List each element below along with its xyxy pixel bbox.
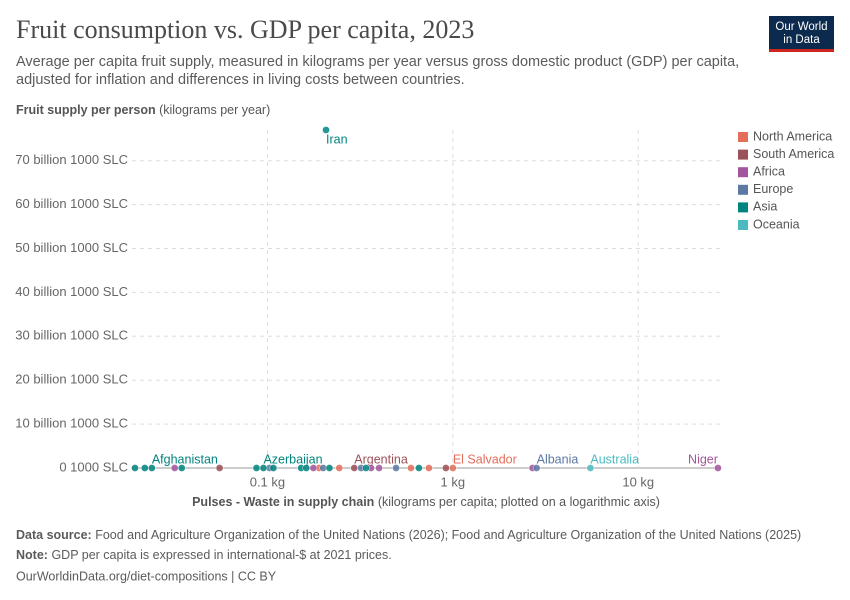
legend-label: South America bbox=[753, 147, 834, 161]
x-axis-label: Pulses - Waste in supply chain (kilogram… bbox=[192, 495, 660, 509]
y-axis-unit: (kilograms per year) bbox=[159, 103, 270, 117]
y-tick-label: 0 1000 SLC bbox=[59, 459, 128, 474]
legend-label: Oceania bbox=[753, 217, 800, 231]
logo-box[interactable] bbox=[769, 16, 834, 52]
legend-label: Asia bbox=[753, 200, 777, 214]
note-label: Note: bbox=[16, 548, 48, 562]
point bbox=[322, 126, 330, 134]
source-label: Data source: bbox=[16, 528, 92, 542]
point bbox=[325, 464, 334, 472]
point bbox=[532, 464, 541, 472]
subtitle: adjusted for inflation and differences i… bbox=[16, 72, 465, 88]
legend-label: North America bbox=[753, 129, 832, 143]
point-label: El Salvador bbox=[453, 452, 517, 466]
point bbox=[140, 464, 149, 472]
chart-title: Fruit consumption vs. GDP per capita, 20… bbox=[16, 15, 474, 44]
point-label: Afghanistan bbox=[152, 452, 218, 466]
point-label: Albania bbox=[537, 452, 579, 466]
point bbox=[259, 464, 268, 472]
legend-swatch bbox=[738, 149, 748, 160]
y-axis-title: Fruit supply per person bbox=[16, 103, 156, 117]
point-label: Iran bbox=[326, 132, 348, 146]
x-axis-title: Pulses - Waste in supply chain bbox=[192, 495, 374, 509]
point bbox=[442, 464, 450, 472]
point bbox=[392, 464, 400, 472]
y-tick-label: 40 billion 1000 SLC bbox=[15, 284, 128, 299]
logo-stripe bbox=[769, 49, 834, 52]
y-tick-label: 50 billion 1000 SLC bbox=[15, 240, 128, 255]
legend-label: Africa bbox=[753, 164, 785, 178]
legend-swatch bbox=[738, 167, 748, 178]
point-label: Niger bbox=[688, 452, 718, 466]
x-axis-unit: (kilograms per capita; plotted on a loga… bbox=[378, 495, 660, 509]
source: Data source: Food and Agriculture Organi… bbox=[16, 528, 801, 542]
point bbox=[425, 464, 433, 472]
subtitle: Average per capita fruit supply, measure… bbox=[16, 54, 739, 70]
x-tick-label: 10 kg bbox=[622, 474, 654, 489]
point bbox=[177, 464, 186, 472]
legend-swatch bbox=[738, 132, 748, 142]
point bbox=[252, 464, 261, 472]
note-text: GDP per capita is expressed in internati… bbox=[51, 548, 391, 562]
legend-swatch bbox=[738, 220, 748, 230]
point-label: Azerbaijan bbox=[263, 452, 322, 466]
url[interactable]: OurWorldinData.org/diet-compositions | C… bbox=[16, 569, 277, 583]
point bbox=[407, 464, 415, 472]
point-label: Australia bbox=[590, 452, 639, 466]
point bbox=[362, 464, 370, 472]
x-tick-label: 0.1 kg bbox=[250, 474, 285, 489]
point bbox=[215, 464, 224, 472]
x-tick-label: 1 kg bbox=[441, 474, 466, 489]
point bbox=[415, 464, 423, 472]
y-tick-label: 60 billion 1000 SLC bbox=[15, 196, 128, 211]
legend-label: Europe bbox=[753, 182, 793, 196]
note: Note: GDP per capita is expressed in int… bbox=[16, 548, 392, 562]
point bbox=[375, 464, 383, 472]
y-tick-label: 70 billion 1000 SLC bbox=[15, 152, 128, 167]
point bbox=[714, 464, 722, 472]
y-tick-label: 10 billion 1000 SLC bbox=[15, 416, 128, 431]
y-tick-label: 30 billion 1000 SLC bbox=[15, 328, 128, 343]
y-tick-label: 20 billion 1000 SLC bbox=[15, 372, 128, 387]
legend-swatch bbox=[738, 202, 748, 213]
point bbox=[302, 464, 311, 472]
point-label: Argentina bbox=[354, 452, 408, 466]
legend-swatch bbox=[738, 184, 748, 195]
logo-text: Our World bbox=[775, 21, 827, 33]
point bbox=[586, 464, 595, 472]
point bbox=[269, 464, 278, 472]
y-axis-label: Fruit supply per person (kilograms per y… bbox=[16, 103, 270, 117]
logo-text: in Data bbox=[783, 34, 820, 46]
point bbox=[148, 464, 156, 472]
source-text: Food and Agriculture Organization of the… bbox=[95, 528, 801, 542]
point bbox=[335, 464, 344, 472]
point bbox=[131, 464, 139, 472]
